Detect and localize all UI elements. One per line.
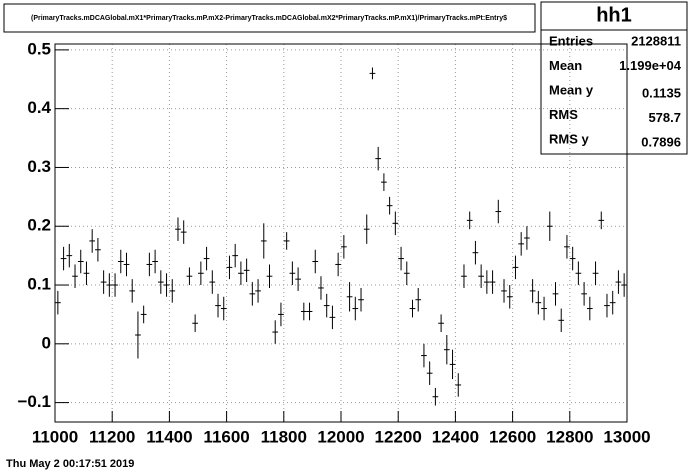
stats-value: 1.199e+04 bbox=[619, 58, 682, 73]
stats-title: hh1 bbox=[596, 4, 632, 26]
stats-value: 0.7896 bbox=[641, 134, 681, 149]
x-tick-label: 11200 bbox=[89, 427, 135, 446]
stats-label: Mean bbox=[549, 58, 582, 73]
y-tick-label: 0.5 bbox=[27, 39, 51, 58]
chart-title: (PrimaryTracks.mDCAGlobal.mX1*PrimaryTra… bbox=[31, 15, 507, 22]
stats-box bbox=[540, 1, 688, 155]
title-box bbox=[3, 3, 536, 33]
stats-label: Mean y bbox=[549, 82, 594, 97]
y-tick-label: −0.1 bbox=[17, 392, 51, 411]
y-tick-label: 0.1 bbox=[27, 275, 51, 294]
y-tick-label: 0.4 bbox=[27, 98, 51, 117]
timestamp: Thu May 2 00:17:51 2019 bbox=[6, 458, 134, 470]
stats-value: 0.1135 bbox=[642, 85, 681, 100]
y-tick-label: 0.2 bbox=[27, 216, 51, 235]
x-tick-label: 11800 bbox=[261, 427, 307, 446]
x-tick-label: 12800 bbox=[546, 427, 593, 446]
stats-label: RMS y bbox=[549, 131, 590, 146]
plot-frame bbox=[54, 43, 628, 423]
x-tick-label: 12200 bbox=[375, 427, 422, 446]
x-tick-label: 12000 bbox=[317, 427, 364, 446]
x-tick-label: 12400 bbox=[432, 427, 479, 446]
stats-value: 2128811 bbox=[631, 33, 681, 48]
y-tick-label: 0.3 bbox=[27, 157, 51, 176]
y-tick-label: 0 bbox=[42, 333, 51, 352]
stats-label: RMS bbox=[549, 107, 578, 122]
x-tick-label: 13000 bbox=[603, 427, 650, 446]
stats-label: Entries bbox=[549, 33, 593, 48]
x-tick-label: 11600 bbox=[203, 427, 249, 446]
x-tick-label: 12600 bbox=[489, 427, 536, 446]
x-tick-label: 11400 bbox=[146, 427, 192, 446]
x-tick-label: 11000 bbox=[32, 427, 78, 446]
stats-value: 578.7 bbox=[648, 110, 681, 125]
